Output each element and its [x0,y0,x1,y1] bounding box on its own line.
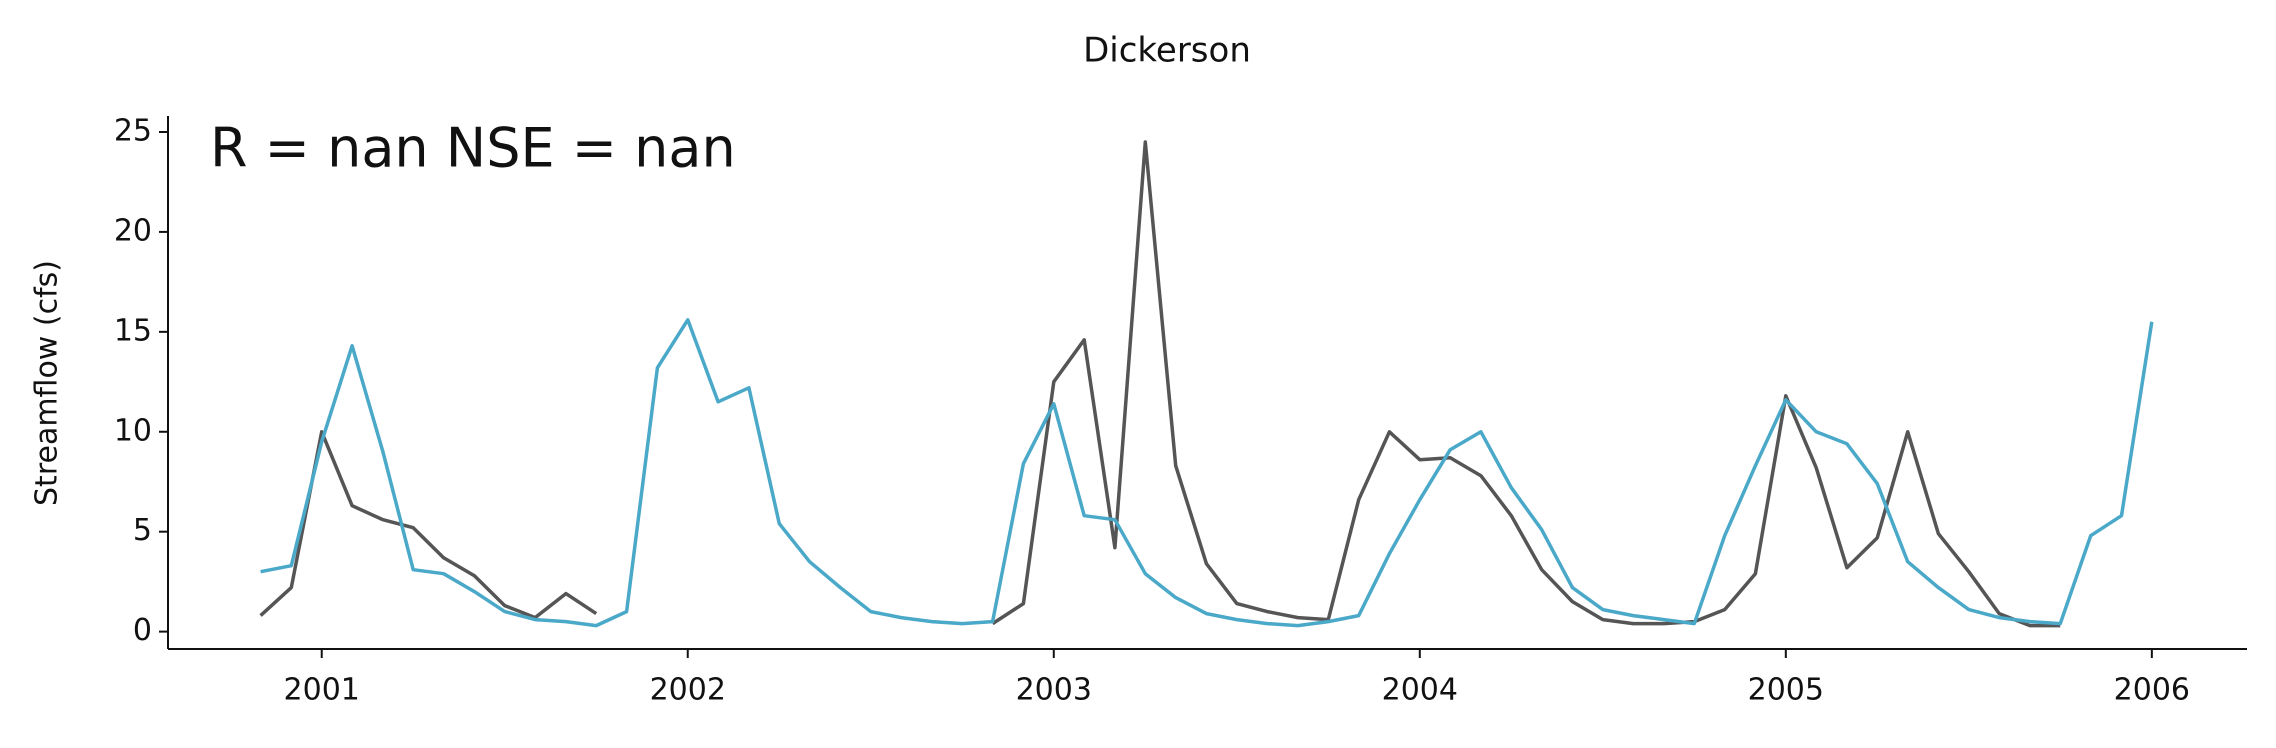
x-tick-label: 2003 [1016,673,1092,708]
series-line [260,318,2154,628]
x-tick-label: 2005 [1748,673,1824,708]
series-line [259,140,2061,628]
y-tick-label: 0 [133,613,152,648]
y-axis-label: Streamflow (cfs) [30,260,65,506]
annotation: R = nan NSE = nan [210,117,736,180]
y-tick-label: 5 [133,513,152,548]
y-tick-label: 10 [114,413,152,448]
x-tick-label: 2001 [284,673,360,708]
y-tick-label: 20 [114,213,152,248]
x-tick-label: 2002 [650,673,726,708]
y-tick-label: 25 [114,113,152,148]
chart-title: Dickerson [1083,31,1251,71]
y-tick-label: 15 [114,313,152,348]
x-tick-label: 2004 [1382,673,1458,708]
x-tick-label: 2006 [2114,673,2190,708]
